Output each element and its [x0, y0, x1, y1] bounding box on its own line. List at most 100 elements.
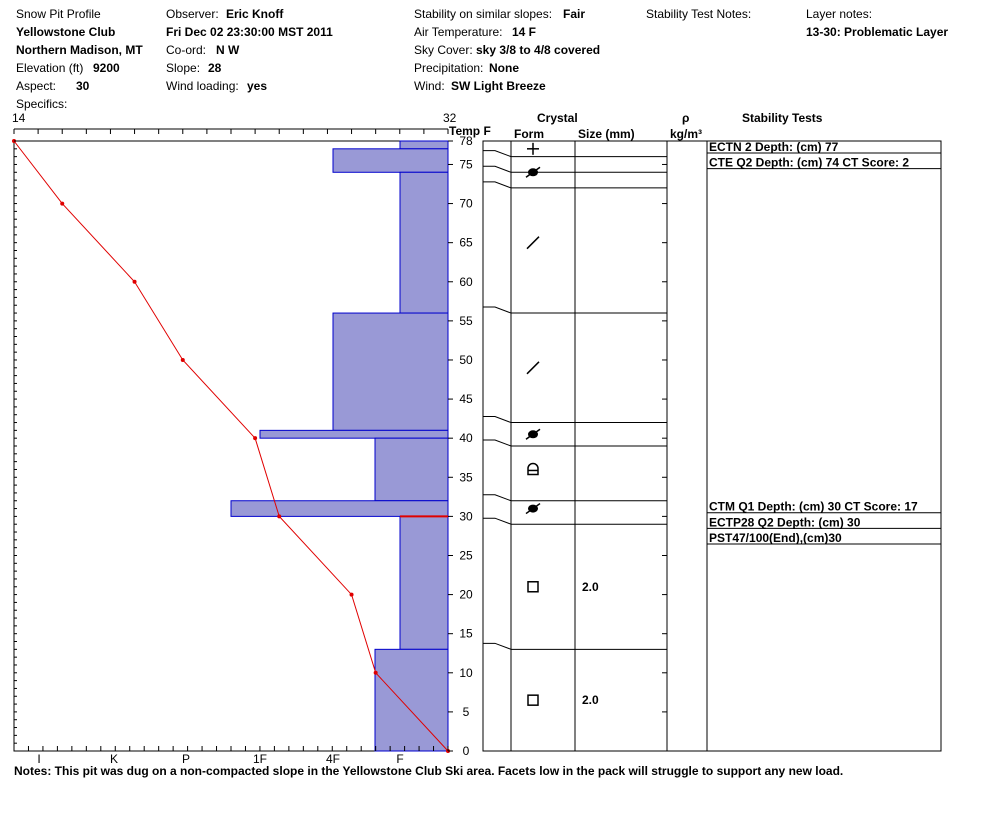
temp-axis-ticks: [13, 129, 449, 134]
stability-test-notes-label: Stability Test Notes:: [646, 7, 752, 21]
depth-axis-label: 70: [459, 197, 473, 211]
layer-notes-value: 13-30: Problematic Layer: [806, 25, 949, 39]
square-icon: [527, 694, 539, 706]
layer-table-frame: [482, 140, 942, 752]
depth-axis-label: 55: [459, 314, 473, 328]
slash-icon: [526, 361, 540, 375]
slope-label: Slope:: [166, 61, 201, 75]
faceted-rounded-stroke: [525, 502, 541, 515]
specifics-label: Specifics:: [16, 97, 68, 111]
layer-connector: [483, 416, 512, 424]
crystal-column-header: Crystal: [537, 111, 578, 125]
depth-axis-label: 25: [459, 548, 473, 562]
depth-axis-label: 78: [459, 134, 473, 148]
depth-axis-label: 15: [459, 627, 473, 641]
stability-test-entry: PST47/100(End),(cm)30: [709, 531, 842, 545]
depth-axis-label: 75: [459, 157, 473, 171]
form-column-header: Form: [514, 127, 544, 141]
hardness-bar: [230, 500, 449, 517]
temperature-point: [60, 201, 65, 206]
depth-axis-label: 10: [459, 666, 473, 680]
hardness-bar: [259, 429, 449, 439]
crystal-size: 2.0: [582, 580, 599, 594]
sky-cover-label: Sky Cover:: [414, 43, 473, 57]
depth-axis-label: 50: [459, 353, 473, 367]
square-icon: [527, 581, 539, 593]
depth-axis-label: 35: [459, 470, 473, 484]
temperature-point: [132, 279, 137, 284]
plus-icon: [527, 142, 539, 155]
precipitation-value: None: [489, 61, 519, 75]
slash-icon: [526, 236, 540, 250]
depth-hoar-outline: [527, 462, 539, 476]
crystal-size: 2.0: [582, 693, 599, 707]
hardness-axis-label: F: [396, 752, 403, 766]
temperature-profile: [12, 139, 450, 753]
location-name: Yellowstone Club: [16, 25, 116, 39]
layer-connector: [483, 494, 512, 502]
slash-icon-line: [526, 236, 540, 250]
hardness-bar: [374, 648, 449, 752]
stability-tests-header: Stability Tests: [742, 111, 823, 125]
coord-label: Co-ord:: [166, 43, 207, 57]
depth-axis-label: 60: [459, 275, 473, 289]
hardness-axis-label: 4F: [326, 752, 340, 766]
page-title: Snow Pit Profile: [16, 7, 101, 21]
depth-axis-label: 45: [459, 392, 473, 406]
faceted-rounded-icon: [525, 502, 541, 515]
stability-test-rows: ECTN 2 Depth: (cm) 77 CTE Q2 Depth: (cm) …: [707, 140, 941, 545]
elevation-label: Elevation (ft): [16, 61, 84, 75]
coord-value: N W: [216, 43, 240, 57]
temp-axis-max-label: 32: [443, 111, 457, 125]
temp-column-header: Temp F: [449, 124, 491, 138]
stability-test-entry: ECTP28 Q2 Depth: (cm) 30: [709, 515, 861, 529]
layer-connector: [483, 150, 512, 158]
depth-axis-label: 30: [459, 509, 473, 523]
elevation-value: 9200: [93, 61, 120, 75]
wind-value: SW Light Breeze: [451, 79, 546, 93]
temp-axis-min-label: 14: [12, 111, 26, 125]
temperature-point: [180, 357, 185, 362]
temperature-point: [277, 514, 282, 519]
layer-connector: [483, 517, 512, 525]
wind-label: Wind:: [414, 79, 445, 93]
density-column-header: ρ: [682, 111, 689, 125]
observer-value: Eric Knoff: [226, 7, 284, 21]
observation-datetime: Fri Dec 02 23:30:00 MST 2011: [166, 25, 333, 39]
temperature-point: [349, 592, 354, 597]
density-unit-header: kg/m³: [670, 127, 702, 141]
layer-connector: [483, 642, 512, 650]
hardness-axis-label: I: [37, 752, 40, 766]
faceted-rounded-stroke: [525, 428, 541, 440]
square-icon-shape: [527, 694, 539, 706]
stability-test-entry: CTE Q2 Depth: (cm) 74 CT Score: 2: [709, 156, 909, 170]
hardness-bar: [399, 140, 449, 150]
aspect-label: Aspect:: [16, 79, 57, 93]
hardness-axis-label: 1F: [253, 752, 267, 766]
faceted-rounded-stroke: [525, 166, 541, 178]
depth-axis: 0 5 10 15 20 25 30 35 40 45 50 55 60 65 70 75 78: [14, 134, 667, 758]
slash-icon-line: [526, 361, 540, 375]
square-icon-shape: [527, 581, 539, 593]
hardness-bar: [399, 171, 449, 314]
stability-value: Fair: [563, 7, 586, 21]
layer-rows: [483, 150, 667, 650]
wind-loading-value: yes: [247, 79, 268, 93]
hardness-profile: [230, 140, 449, 752]
wind-loading-label: Wind loading:: [166, 79, 239, 93]
depth-axis-label: 0: [463, 744, 470, 758]
faceted-rounded-icon: [525, 428, 541, 440]
temperature-point: [373, 670, 378, 675]
hardness-bar: [332, 148, 449, 173]
hardness-bar: [332, 312, 449, 431]
slope-value: 28: [208, 61, 222, 75]
stability-label: Stability on similar slopes:: [414, 7, 553, 21]
hardness-bar: [374, 437, 449, 502]
depth-hoar-icon: [527, 462, 539, 476]
precipitation-label: Precipitation:: [414, 61, 484, 75]
layer-connector: [483, 439, 512, 447]
hardness-axis: I K P 1F 4F F: [13, 746, 449, 766]
layer-connector: [483, 165, 512, 173]
region: Northern Madison, MT: [16, 43, 143, 57]
